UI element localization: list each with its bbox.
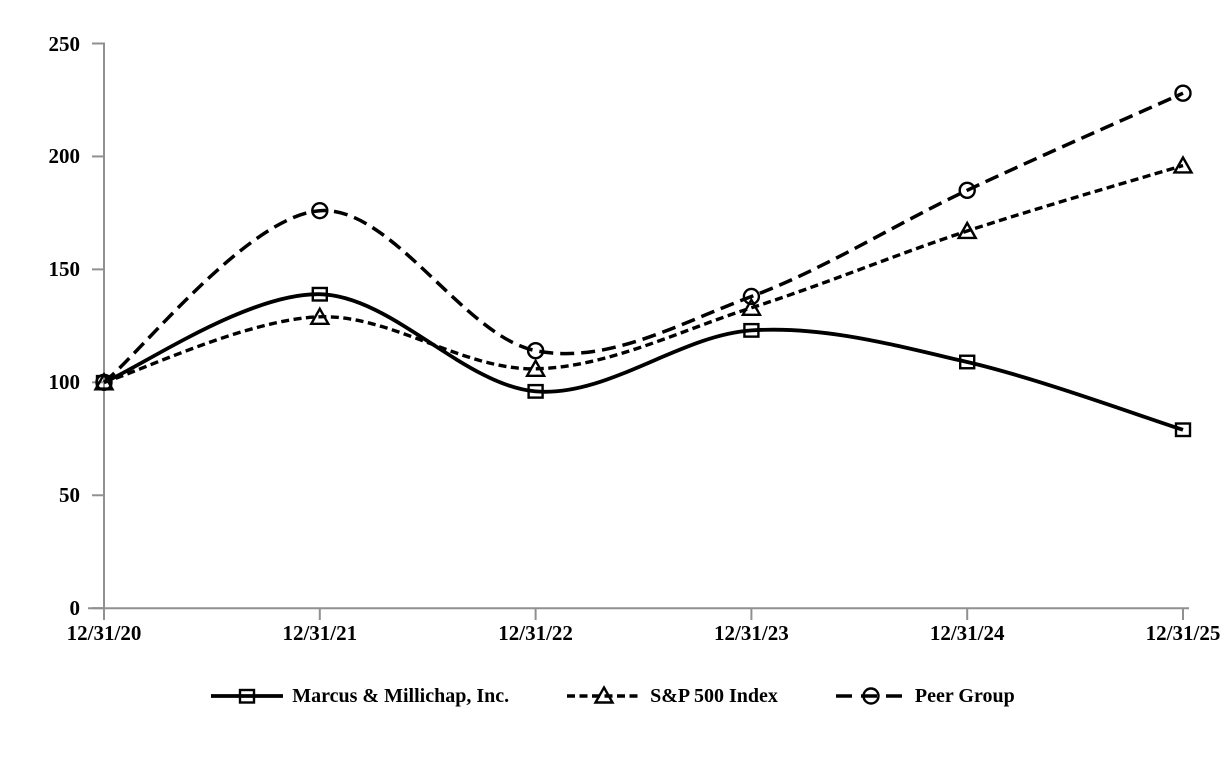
legend-label: Peer Group [914, 684, 1015, 707]
y-tick-label: 150 [48, 257, 81, 282]
marker-triangle-s-p-500-index [525, 358, 547, 377]
marker-square-marcus-millichap-inc [311, 286, 328, 302]
y-tick-label: 200 [48, 144, 81, 169]
marker-triangle-s-p-500-index [1172, 155, 1194, 174]
marker-triangle-s-p-500-index [740, 297, 762, 316]
y-tick-label: 100 [48, 370, 81, 395]
chart-legend: Marcus & Millichap, Inc. S&P 500 Index P… [0, 684, 1226, 708]
marker-triangle-s-p-500-index [956, 220, 978, 240]
x-tick-label: 12/31/25 [1145, 621, 1221, 645]
legend-solid-line-square-icon [211, 688, 284, 704]
legend-label: S&P 500 Index [650, 684, 778, 707]
marker-circle-peer-group [95, 373, 113, 392]
marker-circle-peer-group [526, 341, 545, 360]
x-tick-label: 12/31/24 [929, 621, 1005, 645]
x-tick-label: 12/31/23 [714, 621, 789, 645]
marker-circle-peer-group [958, 181, 976, 200]
marker-circle-peer-group [742, 287, 761, 306]
marker-square-marcus-millichap-inc [1174, 422, 1192, 438]
series-line-marcus-millichap-inc [103, 292, 1184, 432]
x-tick-label: 12/31/22 [498, 621, 573, 645]
y-tick-label: 50 [59, 483, 80, 508]
legend-label: Marcus & Millichap, Inc. [292, 684, 510, 707]
legend-entry-peer-group: Peer Group [835, 684, 1015, 708]
series-line-s-p-500-index [103, 163, 1184, 384]
legend-long-dash-line-circle-icon [835, 687, 906, 705]
x-tick-label: 12/31/20 [66, 621, 142, 645]
legend-entry-sp500: S&P 500 Index [567, 684, 778, 708]
marker-square-marcus-millichap-inc [959, 354, 976, 370]
y-tick-label: 0 [69, 596, 81, 621]
marker-square-marcus-millichap-inc [743, 322, 760, 338]
x-tick-label: 12/31/21 [282, 621, 358, 645]
y-tick-label: 250 [48, 31, 81, 56]
marker-circle-peer-group [1174, 84, 1192, 102]
marker-triangle-s-p-500-index [309, 306, 331, 326]
marker-circle-peer-group [311, 201, 329, 220]
legend-dashed-line-triangle-icon [567, 685, 642, 704]
series-line-peer-group [102, 91, 1184, 384]
marker-square-marcus-millichap-inc [527, 383, 544, 399]
legend-entry-marcus-millichap: Marcus & Millichap, Inc. [211, 685, 509, 708]
